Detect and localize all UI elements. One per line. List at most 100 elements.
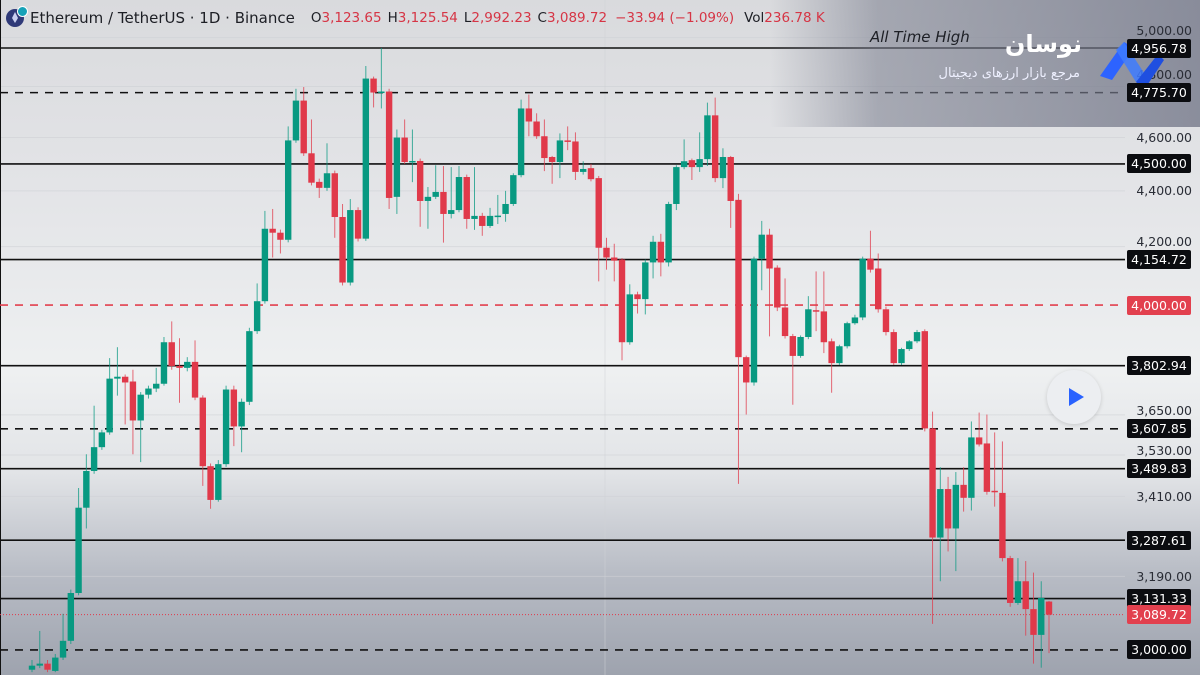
low-key: L [463, 10, 472, 26]
level-price-label: 4,956.78 [1127, 38, 1191, 58]
candle-up [184, 357, 191, 372]
candle-body [67, 593, 75, 641]
candle-up [913, 329, 921, 344]
candle-body [137, 394, 144, 421]
candle-body [28, 665, 36, 670]
candle-up [424, 187, 432, 229]
candle-up [253, 283, 261, 334]
candle-body [153, 383, 160, 389]
candle-up [673, 165, 680, 211]
candle-body [90, 447, 98, 472]
candle-body [1006, 558, 1014, 603]
y-tick-label: 3,530.00 [1136, 443, 1192, 459]
play-button[interactable] [1047, 370, 1101, 424]
candle-body [1038, 597, 1045, 635]
candle-up [665, 201, 672, 267]
candle-body [59, 640, 67, 658]
candle-up [797, 335, 804, 358]
candle-up [494, 194, 502, 224]
candle-up [90, 405, 98, 474]
candle-body [875, 268, 882, 310]
candle-down [277, 229, 284, 254]
candle-body [968, 437, 975, 498]
candle-up [758, 220, 765, 291]
candle-up [137, 392, 144, 463]
y-tick-label: 3,410.00 [1136, 488, 1192, 504]
candle-body [362, 78, 370, 239]
candle-up [471, 167, 478, 230]
candle-up [486, 207, 494, 228]
candle-down [743, 355, 750, 415]
candle-up [502, 190, 509, 222]
candle-down [354, 207, 362, 242]
candle-body [517, 108, 525, 176]
candle-up [642, 259, 649, 315]
candle-body [634, 294, 641, 300]
candle-body [983, 443, 991, 492]
candle-up [83, 454, 90, 529]
candle-down [463, 174, 470, 229]
candle-body [533, 121, 540, 137]
candle-body [246, 331, 253, 402]
candle-body [704, 115, 711, 160]
y-tick-label: 5,000.00 [1136, 22, 1192, 38]
candle-up [649, 235, 657, 279]
candle-body [975, 437, 983, 445]
candle-body [1022, 581, 1029, 610]
candle-up [805, 296, 812, 340]
candle-down [308, 119, 315, 186]
candle-body [448, 210, 455, 214]
candle-body [851, 317, 859, 324]
candle-body [665, 203, 672, 263]
candle-up [393, 129, 401, 214]
candle-down [1045, 600, 1053, 654]
candle-body [618, 259, 626, 343]
candle-down [370, 76, 377, 108]
candle-up [347, 199, 354, 286]
candle-down [572, 132, 579, 180]
candles [28, 47, 1053, 673]
candle-down [999, 441, 1006, 562]
candle-down [983, 414, 991, 495]
candle-up [292, 88, 300, 143]
candle-body [339, 217, 346, 283]
symbol-title[interactable]: Ethereum / TetherUS · 1D · Binance [30, 9, 295, 27]
candle-body [673, 167, 680, 204]
candle-down [929, 411, 936, 624]
candle-down [269, 208, 276, 258]
candle-up [906, 340, 913, 351]
candle-body [331, 173, 338, 218]
candle-down [479, 212, 486, 236]
candle-body [556, 140, 564, 163]
level-price-label: 3,131.33 [1127, 589, 1191, 609]
candle-body [75, 507, 82, 594]
candle-body [129, 381, 137, 421]
candle-body [316, 181, 323, 188]
candle-body [114, 376, 121, 379]
level-price-label: 3,287.61 [1127, 530, 1191, 550]
candle-body [471, 215, 478, 219]
candle-body [843, 323, 851, 347]
candle-down [541, 119, 548, 172]
candle-body [432, 191, 439, 197]
candle-up [556, 133, 564, 179]
candle-down [230, 385, 238, 447]
candle-body [409, 160, 416, 163]
candle-up [968, 421, 975, 511]
candle-body [510, 175, 517, 204]
y-tick-label: 4,600.00 [1136, 130, 1192, 146]
candle-body [595, 178, 602, 248]
candle-body [145, 388, 152, 395]
candle-body [657, 241, 665, 263]
candle-body [261, 228, 269, 302]
candle-down [820, 271, 828, 354]
y-tick-label: 4,200.00 [1136, 234, 1192, 250]
candle-body [230, 389, 238, 427]
candle-body [774, 267, 781, 308]
candle-body [455, 177, 463, 211]
candle-down [1030, 572, 1037, 664]
watermark-subtitle: مرجع بازار ارزهای دیجیتال [938, 66, 1080, 81]
candle-down [875, 253, 882, 313]
candle-down [548, 155, 556, 184]
